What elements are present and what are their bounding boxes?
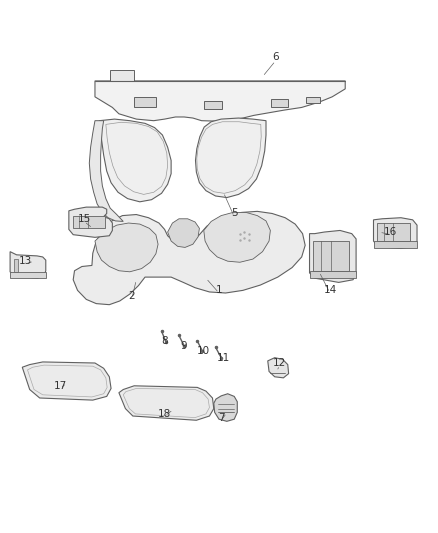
Polygon shape	[69, 207, 113, 237]
Polygon shape	[374, 217, 417, 248]
Text: 8: 8	[161, 336, 168, 346]
Polygon shape	[204, 213, 270, 262]
Polygon shape	[95, 223, 158, 272]
Text: 6: 6	[272, 52, 279, 62]
Text: 7: 7	[218, 413, 225, 423]
Polygon shape	[95, 81, 345, 121]
Polygon shape	[110, 70, 134, 81]
Polygon shape	[99, 119, 171, 202]
Polygon shape	[10, 272, 46, 278]
Polygon shape	[168, 219, 199, 247]
Polygon shape	[22, 362, 111, 400]
Polygon shape	[73, 216, 105, 228]
Text: 18: 18	[158, 409, 171, 419]
Polygon shape	[271, 100, 288, 108]
Text: 12: 12	[273, 358, 286, 368]
Text: 17: 17	[53, 381, 67, 391]
Polygon shape	[89, 120, 123, 221]
Text: 9: 9	[181, 341, 187, 351]
Text: 2: 2	[129, 290, 135, 301]
Polygon shape	[214, 394, 237, 421]
Polygon shape	[204, 101, 223, 109]
Polygon shape	[313, 241, 349, 271]
Text: 13: 13	[19, 256, 32, 266]
Polygon shape	[377, 223, 410, 241]
Polygon shape	[268, 358, 289, 378]
Text: 16: 16	[384, 227, 398, 237]
Polygon shape	[119, 386, 214, 420]
Text: 10: 10	[197, 346, 210, 357]
Polygon shape	[374, 241, 417, 248]
Polygon shape	[10, 252, 46, 278]
Text: 1: 1	[215, 285, 223, 295]
Polygon shape	[306, 97, 320, 103]
Polygon shape	[134, 97, 156, 108]
Text: 5: 5	[231, 208, 237, 219]
Polygon shape	[310, 271, 356, 278]
Text: 11: 11	[217, 353, 230, 362]
Polygon shape	[14, 259, 18, 272]
Polygon shape	[73, 212, 305, 305]
Polygon shape	[310, 230, 356, 282]
Polygon shape	[195, 118, 266, 198]
Text: 15: 15	[78, 214, 91, 224]
Text: 14: 14	[323, 285, 337, 295]
